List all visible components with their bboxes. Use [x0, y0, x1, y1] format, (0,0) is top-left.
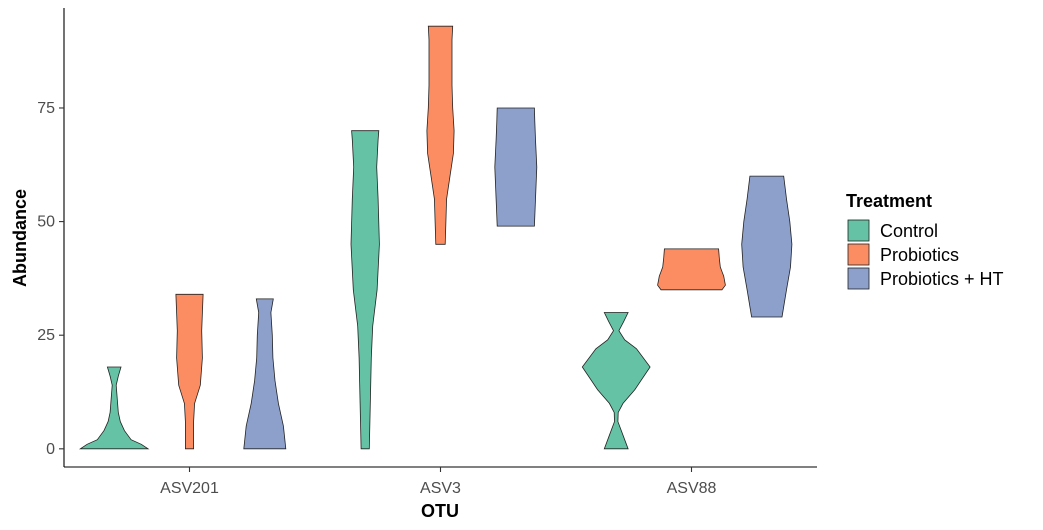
y-ticks: 0 25 50 75 — [37, 100, 64, 458]
y-tick-label: 75 — [37, 100, 55, 117]
x-tick-label: ASV201 — [160, 480, 219, 497]
legend-swatch — [847, 267, 870, 290]
legend-items: Control Probiotics Probiotics + HT — [847, 219, 1004, 290]
legend-swatch — [847, 219, 870, 242]
violin-probiotics-asv201 — [175, 293, 204, 450]
violin-probiotics-ht-asv88 — [741, 175, 793, 318]
violins-layer — [78, 25, 793, 450]
y-axis-title: Abundance — [10, 189, 30, 287]
violin-control-asv88 — [581, 312, 651, 450]
legend-label: Probiotics — [880, 245, 959, 265]
x-tick-label: ASV3 — [420, 480, 461, 497]
violin-probiotics-asv88 — [657, 248, 726, 291]
violin-probiotics-ht-asv201 — [243, 298, 287, 450]
y-tick-label: 50 — [37, 214, 55, 231]
x-ticks: ASV201 ASV3 ASV88 — [160, 467, 717, 497]
legend-swatch — [847, 243, 870, 266]
violin-probiotics-asv3 — [426, 25, 455, 245]
violin-control-asv201 — [78, 366, 150, 450]
y-tick-label: 25 — [37, 327, 55, 344]
x-tick-label: ASV88 — [667, 480, 717, 497]
legend-title: Treatment — [846, 191, 932, 211]
violin-control-asv3 — [350, 130, 380, 450]
legend-label: Control — [880, 221, 938, 241]
legend-label: Probiotics + HT — [880, 269, 1004, 289]
x-axis-title: OTU — [421, 501, 459, 521]
violin-probiotics-ht-asv3 — [494, 107, 538, 227]
legend: Treatment Control Probiotics Probiotics + … — [846, 191, 1004, 290]
y-tick-label: 0 — [46, 441, 55, 458]
